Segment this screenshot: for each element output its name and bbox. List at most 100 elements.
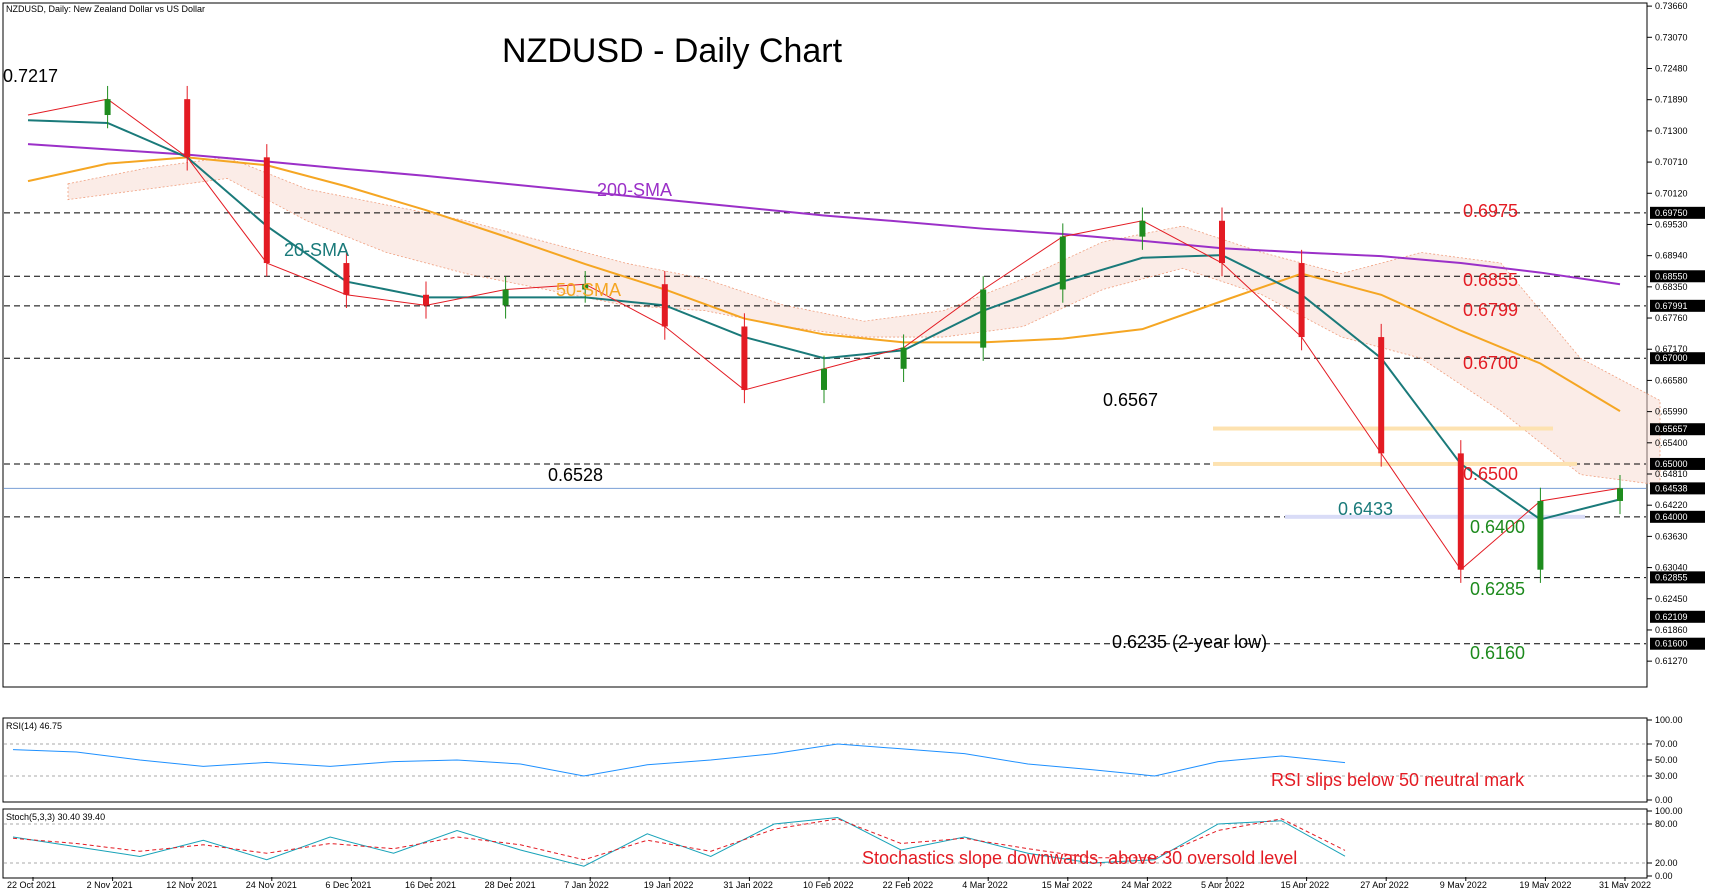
annotation-0-6567: 0.6567	[1103, 390, 1158, 410]
price-axis-label: 0.68350	[1655, 282, 1688, 292]
candle-body	[343, 263, 350, 295]
date-axis-label: 24 Mar 2022	[1121, 880, 1172, 888]
date-axis-label: 4 Mar 2022	[962, 880, 1008, 888]
price-axis-highlight	[1650, 571, 1705, 584]
price-axis-highlight	[1650, 270, 1705, 283]
date-axis-label: 27 Apr 2022	[1360, 880, 1409, 888]
rsi-note: RSI slips below 50 neutral mark	[1271, 770, 1525, 790]
date-axis-label: 28 Dec 2021	[485, 880, 536, 888]
date-axis-label: 6 Dec 2021	[325, 880, 371, 888]
price-axis-label: 0.64220	[1655, 500, 1688, 510]
stoch-k-line	[12, 816, 1346, 867]
price-axis-label: 0.70120	[1655, 188, 1688, 198]
candle-body	[821, 368, 827, 390]
date-axis-label: 22 Oct 2021	[7, 880, 56, 888]
price-axis-highlight	[1650, 610, 1705, 623]
candle-body	[582, 284, 589, 290]
candle-body	[1298, 263, 1305, 338]
level-label-0-6285: 0.6285	[1470, 579, 1525, 599]
level-label-0-6700: 0.6700	[1463, 353, 1518, 373]
stoch-d-line	[12, 818, 1346, 861]
price-axis-label: 0.65990	[1655, 407, 1688, 417]
price-axis-label: 0.67170	[1655, 344, 1688, 354]
price-axis-highlight	[1650, 352, 1705, 365]
rsi-axis-label: 100.00	[1655, 715, 1683, 725]
candle-body	[1457, 453, 1464, 570]
price-axis-label: 0.67760	[1655, 313, 1688, 323]
stoch-indicator: 100.00 80.00 20.00 0.00	[4, 806, 1683, 881]
candle-body	[741, 326, 748, 390]
price-axis-label: 0.71300	[1655, 126, 1688, 136]
price-axis: 0.73660 0.73070 0.72480 0.71890 0.71300 0.707…	[1647, 1, 1705, 666]
date-axis-label: 22 Feb 2022	[883, 880, 934, 888]
rsi-axis-label: 30.00	[1655, 771, 1678, 781]
date-axis-label: 19 May 2022	[1519, 880, 1571, 888]
rsi-pane	[2, 717, 1648, 803]
candle-body	[502, 289, 509, 306]
price-axis-label: 0.63630	[1655, 531, 1688, 541]
price-axis-label: 0.61270	[1655, 656, 1688, 666]
label-200-sma: 200-SMA	[597, 180, 672, 200]
price-axis-label: 0.63040	[1655, 563, 1688, 573]
ichimoku-cloud-area	[67, 156, 1661, 486]
date-axis-label: 16 Dec 2021	[405, 880, 456, 888]
candle-body	[423, 294, 429, 306]
rsi-axis-label: 0.00	[1655, 795, 1673, 805]
date-axis-label: 31 May 2022	[1599, 880, 1651, 888]
candle-body	[1139, 220, 1146, 237]
candle-body	[1617, 488, 1623, 501]
price-axis-label: 0.62450	[1655, 594, 1688, 604]
rsi-line	[12, 743, 1346, 777]
date-axis-label: 24 Nov 2021	[246, 880, 297, 888]
price-axis-highlight	[1650, 510, 1705, 523]
ichimoku-cloud	[67, 156, 1661, 486]
stoch-axis-label: 80.00	[1655, 819, 1678, 829]
stoch-note: Stochastics slope downwards, above 30 ov…	[862, 848, 1297, 868]
price-axis-highlight-label: 0.61600	[1655, 639, 1688, 649]
date-axis-label: 9 May 2022	[1440, 880, 1487, 888]
price-axis-highlight-label: 0.67000	[1655, 353, 1688, 363]
price-axis-highlight	[1650, 457, 1705, 470]
label-20-sma: 20-SMA	[284, 240, 349, 260]
date-axis-label: 10 Feb 2022	[803, 880, 854, 888]
price-candles	[104, 85, 1623, 583]
price-axis-label: 0.69530	[1655, 219, 1688, 229]
level-label-0-6855: 0.6855	[1463, 270, 1518, 290]
date-axis: 22 Oct 2021 2 Nov 2021 12 Nov 2021 24 Nov 2…	[7, 877, 1651, 888]
level-label-0-6160: 0.6160	[1470, 643, 1525, 663]
price-axis-label: 0.71890	[1655, 95, 1688, 105]
date-axis-label: 12 Nov 2021	[166, 880, 217, 888]
price-axis-label: 0.73660	[1655, 1, 1688, 11]
price-axis-highlight-label: 0.65000	[1655, 459, 1688, 469]
stoch-axis-label: 0.00	[1655, 871, 1673, 881]
price-axis-label: 0.72480	[1655, 63, 1688, 73]
label-50-sma: 50-SMA	[556, 280, 621, 300]
price-axis-label: 0.68940	[1655, 251, 1688, 261]
candle-body	[104, 99, 111, 116]
price-axis-highlight-label: 0.62855	[1655, 572, 1688, 582]
chart-header: NZDUSD, Daily: New Zealand Dollar vs US …	[6, 4, 205, 14]
price-axis-highlight-label: 0.64000	[1655, 512, 1688, 522]
stoch-axis-label: 100.00	[1655, 806, 1683, 816]
chart-title: NZDUSD - Daily Chart	[502, 32, 843, 70]
date-axis-label: 7 Jan 2022	[564, 880, 609, 888]
price-axis-highlight	[1650, 482, 1705, 495]
price-axis-highlight	[1650, 423, 1705, 436]
date-axis-label: 2 Nov 2021	[87, 880, 133, 888]
annotation-current-sma20: 0.6433	[1338, 499, 1393, 519]
price-axis-highlight-label: 0.68550	[1655, 271, 1688, 281]
rsi-axis-label: 50.00	[1655, 755, 1678, 765]
level-label-0-6500: 0.6500	[1463, 464, 1518, 484]
date-axis-label: 31 Jan 2022	[723, 880, 773, 888]
price-axis-label: 0.61860	[1655, 625, 1688, 635]
price-axis-highlight	[1650, 637, 1705, 650]
sma50-line	[27, 156, 1621, 412]
level-label-0-6975: 0.6975	[1463, 201, 1518, 221]
stoch-pane	[2, 808, 1648, 879]
rsi-title: RSI(14) 46.75	[6, 721, 62, 731]
price-axis-highlight-label: 0.67991	[1655, 301, 1688, 311]
stoch-title: Stoch(5,3,3) 30.40 39.40	[6, 812, 105, 822]
price-axis-label: 0.70710	[1655, 157, 1688, 167]
